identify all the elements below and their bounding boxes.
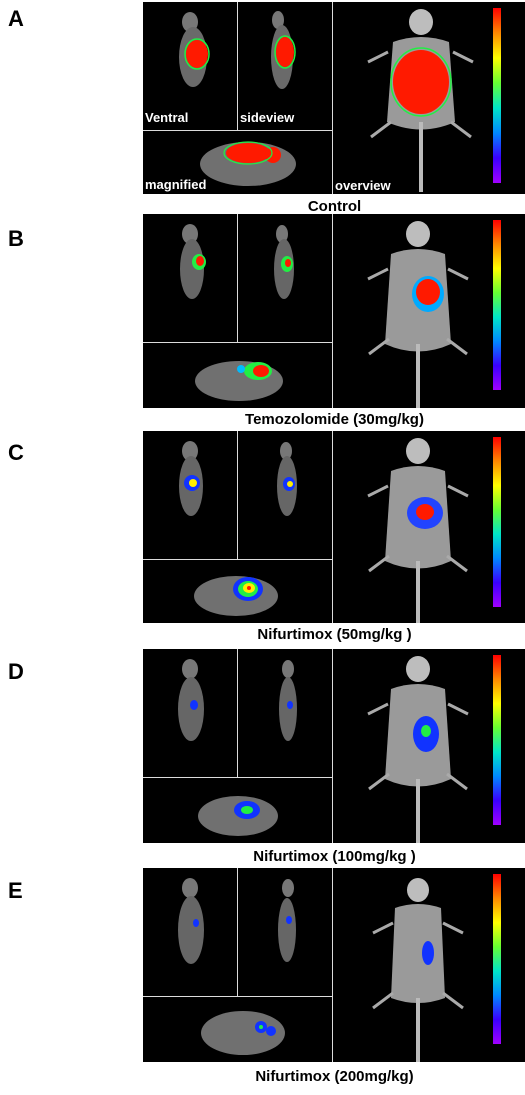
ventral-view: Ventral: [143, 2, 237, 130]
label-overview: overview: [335, 178, 391, 193]
color-scale-bar: [493, 655, 501, 825]
divider: [332, 868, 333, 1062]
overview-view: [333, 214, 525, 408]
divider: [237, 431, 238, 559]
ventral-view: [143, 649, 237, 777]
magnified-view: magnified: [143, 131, 332, 194]
divider: [143, 130, 332, 131]
panel-letter-b: B: [8, 226, 24, 251]
color-scale-bar: [493, 437, 501, 607]
overview-view: [333, 649, 525, 843]
caption-d: Nifurtimox (100mg/kg ): [253, 848, 416, 865]
divider: [332, 214, 333, 408]
panel-d-image: [143, 649, 525, 843]
divider: [143, 777, 332, 778]
side-view: [238, 649, 332, 777]
panel-letter-e: E: [8, 878, 23, 903]
panel-e-image: [143, 868, 525, 1062]
panel-letter-c: C: [8, 440, 24, 465]
color-scale-bar: [493, 874, 501, 1044]
label-magnified: magnified: [145, 177, 207, 192]
panel-a-image: Ventral sideview magnified overview: [143, 2, 525, 194]
divider: [332, 649, 333, 843]
panel-letter-a: A: [8, 6, 24, 31]
magnified-view: [143, 343, 332, 408]
side-view: [238, 214, 332, 342]
side-view: sideview: [238, 2, 332, 130]
divider: [237, 214, 238, 342]
side-view: [238, 431, 332, 559]
panel-letter-d: D: [8, 659, 24, 684]
label-sideview: sideview: [240, 110, 295, 125]
overview-view: overview: [333, 2, 525, 194]
divider: [143, 342, 332, 343]
overview-view: [333, 868, 525, 1062]
magnified-view: [143, 560, 332, 623]
divider: [237, 868, 238, 996]
divider: [143, 559, 332, 560]
caption-b: Temozolomide (30mg/kg): [245, 411, 424, 428]
label-ventral: Ventral: [145, 110, 189, 125]
divider: [237, 649, 238, 777]
caption-c: Nifurtimox (50mg/kg ): [257, 626, 412, 643]
divider: [237, 2, 238, 130]
ventral-view: [143, 868, 237, 996]
color-scale-bar: [493, 220, 501, 390]
magnified-view: [143, 997, 332, 1062]
ventral-view: [143, 431, 237, 559]
divider: [332, 2, 333, 194]
ventral-view: [143, 214, 237, 342]
color-scale-bar: [493, 8, 501, 183]
divider: [332, 431, 333, 623]
panel-b-image: [143, 214, 525, 408]
caption-a: Control: [307, 198, 362, 215]
divider: [143, 996, 332, 997]
side-view: [238, 868, 332, 996]
panel-c-image: [143, 431, 525, 623]
caption-e: Nifurtimox (200mg/kg): [255, 1068, 414, 1085]
magnified-view: [143, 778, 332, 843]
overview-view: [333, 431, 525, 623]
